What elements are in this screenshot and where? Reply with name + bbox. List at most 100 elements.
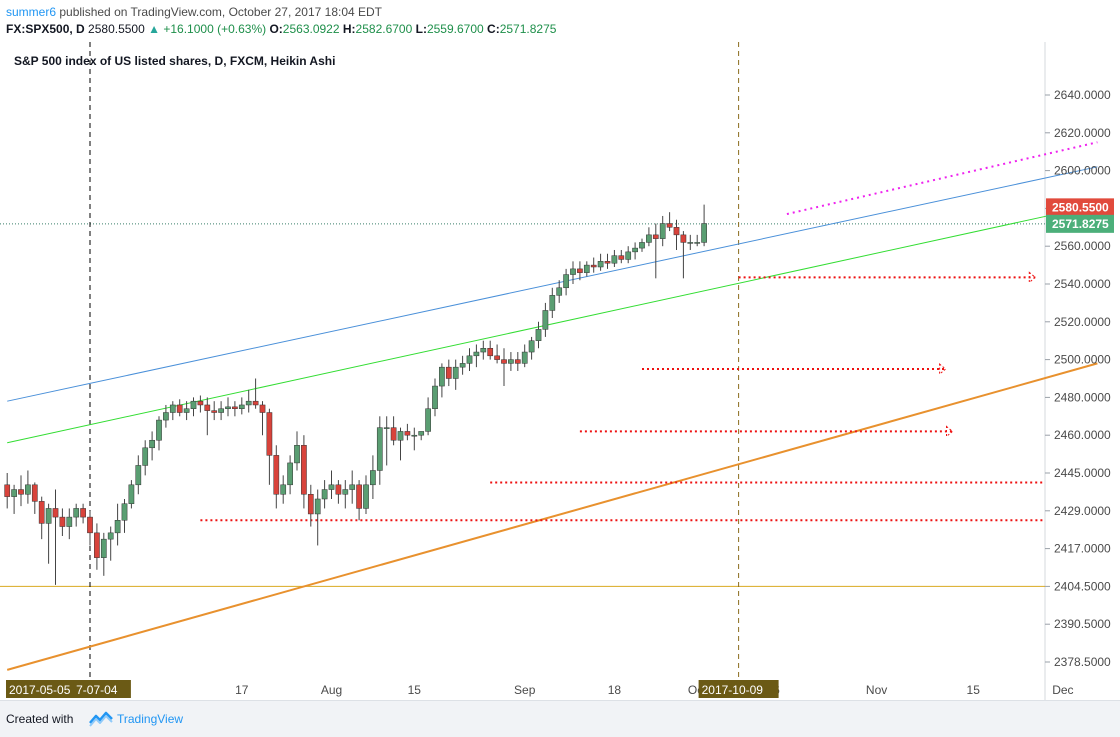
candle-body: [94, 532, 100, 558]
candle-body: [59, 516, 66, 527]
candle-body: [100, 538, 107, 558]
price-tick-label: 2390.5000: [1054, 617, 1111, 631]
candle-body: [445, 366, 452, 379]
candle-body: [238, 404, 245, 409]
candle-body: [687, 242, 694, 244]
candle-body: [149, 439, 155, 449]
date-marker-label-2: 2017-10-09: [702, 683, 764, 697]
candle-body: [176, 404, 183, 413]
candle-body: [204, 404, 211, 411]
price-tick-label: 2480.0000: [1054, 390, 1111, 404]
high-label: H:: [342, 22, 356, 36]
candle-body: [590, 264, 597, 268]
candle-body: [597, 261, 604, 268]
chart-title: S&P 500 index of US listed shares, D, FX…: [14, 54, 335, 68]
last-price-tag[interactable]: [1046, 198, 1114, 217]
candle-body: [611, 255, 618, 264]
candle-body: [266, 412, 273, 456]
candle-body: [169, 404, 176, 413]
candle-body: [218, 408, 224, 413]
ohlc-line: FX:SPX500, D 2580.5500 ▲ +16.1000 (+0.63…: [6, 22, 556, 36]
candle-body: [211, 410, 218, 413]
candle-body: [397, 431, 404, 441]
candle-body: [307, 494, 314, 515]
candle-body: [666, 223, 673, 228]
candle-body: [287, 462, 293, 486]
candle-body: [625, 251, 632, 260]
candle-body: [618, 255, 625, 260]
candle-body: [128, 484, 135, 504]
candle-body: [473, 351, 480, 357]
time-tick-label: Dec: [1052, 683, 1073, 697]
candle-body: [294, 445, 300, 464]
trend-line-orange[interactable]: [6, 362, 1098, 671]
candle-body: [673, 227, 680, 236]
candle-body: [342, 489, 349, 495]
candle-body: [280, 484, 287, 495]
candle-body: [418, 431, 425, 436]
price-chart[interactable]: S&P 500 index of US listed shares, D, FX…: [0, 42, 1120, 700]
candle-body: [466, 355, 473, 364]
candle-body: [142, 447, 149, 466]
time-tick-label: Sep: [514, 683, 536, 697]
chart-header: summer6 published on TradingView.com, Oc…: [0, 0, 1120, 42]
candle-body: [121, 503, 128, 521]
trend-line-green[interactable]: [7, 213, 1057, 444]
support-lines[interactable]: [200, 271, 1043, 522]
candle-body: [114, 520, 121, 534]
candle-body: [459, 363, 466, 368]
candle-body: [45, 508, 52, 524]
candle-body: [349, 484, 356, 490]
price-tick-label: 2460.0000: [1054, 428, 1111, 442]
support-arrow-1: [939, 362, 947, 376]
candle-body: [18, 489, 24, 495]
tradingview-logo-icon[interactable]: [88, 710, 114, 728]
support-arrow-2: [946, 425, 954, 438]
candle-body: [390, 427, 397, 441]
price-tick-label: 2378.5000: [1054, 655, 1111, 669]
candle-body: [494, 355, 500, 360]
date-marker-tag-1[interactable]: [73, 680, 131, 698]
close-value: 2571.8275: [499, 22, 557, 36]
candle-body: [480, 348, 487, 353]
candle-body: [225, 406, 231, 409]
author-link[interactable]: summer6: [6, 5, 57, 19]
close-price-tag[interactable]: [1046, 214, 1114, 233]
price-axis[interactable]: 2378.5000 2390.5000 2404.5000 2417.0000 2429…: [1045, 88, 1114, 669]
candle-body: [301, 445, 307, 495]
time-axis[interactable]: 17Aug15Sep18Oct16Nov15Dec2017-05-057-07-…: [6, 680, 1074, 698]
price-tick-label: 2620.0000: [1054, 126, 1111, 140]
close-price-tag-label: 2571.8275: [1052, 217, 1109, 231]
price-tick-label: 2404.5000: [1054, 579, 1111, 593]
support-arrow-0: [1028, 271, 1037, 284]
candle-body: [432, 385, 438, 409]
low-value: 2559.6700: [426, 22, 484, 36]
candle-body: [328, 484, 335, 490]
guide-lines: [0, 42, 1045, 682]
candle-body: [370, 470, 376, 486]
up-arrow-icon: ▲: [148, 22, 161, 36]
date-marker-tag-0[interactable]: [6, 680, 86, 698]
candle-body: [252, 400, 259, 406]
candle-body: [680, 234, 687, 243]
price-tick-label: 2500.0000: [1054, 353, 1111, 367]
candle-body: [4, 484, 11, 497]
candle-body: [66, 516, 73, 527]
candle-body: [439, 366, 445, 387]
trend-lines[interactable]: [6, 141, 1098, 671]
candle-body: [383, 427, 390, 429]
trend-line-blue[interactable]: [7, 166, 1098, 402]
candles: [4, 204, 707, 585]
candle-body: [163, 412, 169, 421]
candle-body: [52, 508, 59, 518]
date-marker-tag-2[interactable]: [698, 680, 779, 698]
change-value: +16.1000 (+0.63%): [163, 22, 267, 36]
trend-line-magenta[interactable]: [786, 141, 1098, 216]
candle-body: [404, 431, 411, 436]
tradingview-link[interactable]: TradingView: [117, 712, 184, 726]
time-tick-label: Aug: [321, 683, 342, 697]
open-label: O:: [269, 22, 283, 36]
published-text: published on TradingView.com, October 27…: [59, 5, 383, 19]
candle-body: [87, 516, 93, 534]
candle-body: [356, 484, 362, 509]
